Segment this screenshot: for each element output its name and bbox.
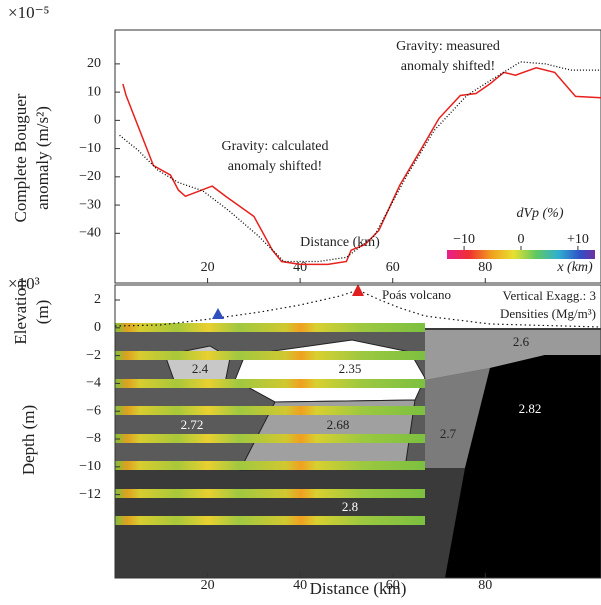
y-tick-label: −30 <box>79 197 101 212</box>
density-label: 2.4 <box>192 361 209 376</box>
x-label: Distance (km) <box>310 579 407 598</box>
bottom-multiplier: ×10³ <box>8 274 40 293</box>
density-label: 2.8 <box>342 499 358 514</box>
tomo-band <box>115 434 425 443</box>
y-tick-label: −10 <box>79 459 101 474</box>
y-tick-label: 20 <box>87 56 101 71</box>
x-tick-label: 40 <box>293 578 307 593</box>
colorbar-tick-label: 0 <box>518 232 525 247</box>
tomo-band <box>115 379 425 388</box>
colorbar <box>447 250 595 259</box>
y-label: (m) <box>33 300 52 325</box>
tomo-band <box>115 406 425 415</box>
x-tick-label: 60 <box>386 578 400 593</box>
tomo-band <box>115 489 425 498</box>
tomo-band <box>115 516 425 525</box>
density-label: 2.72 <box>181 417 204 432</box>
section-model <box>114 284 601 578</box>
colorbar-axis-label: x (km) <box>556 260 593 275</box>
x-label: Distance (km) <box>300 235 380 250</box>
y-label: Complete Bouguer <box>11 93 30 222</box>
volcano-marker <box>352 284 364 296</box>
annotation: Gravity: measured <box>396 39 500 54</box>
topography <box>114 289 601 328</box>
density-label: 2.68 <box>327 417 350 432</box>
tomo-band <box>115 323 425 332</box>
y-label: anomaly (m/s²) <box>33 106 52 210</box>
colorbar-tick-label: −10 <box>453 232 475 247</box>
y-tick-label: −20 <box>79 169 101 184</box>
y-tick-label: −40 <box>79 226 101 241</box>
x-tick-label: 20 <box>201 260 215 275</box>
body-2-6 <box>425 330 601 380</box>
bottom-frame <box>114 284 601 579</box>
annotation: anomaly shifted! <box>401 59 495 74</box>
x-tick-label: 40 <box>293 260 307 275</box>
y-tick-label: −12 <box>79 487 101 502</box>
annotation: Poás volcano <box>382 287 451 302</box>
tomo-band <box>115 351 425 360</box>
y-tick-label: 2 <box>94 292 101 307</box>
top-frame <box>114 29 601 284</box>
annotation: Vertical Exagg.: 3 <box>503 288 597 303</box>
y-label: Depth (m) <box>19 405 38 475</box>
tomography <box>115 323 425 525</box>
gravity-line <box>122 67 601 266</box>
gravity-line <box>119 61 601 263</box>
y-tick-label: 0 <box>94 320 101 335</box>
y-label: Elevation <box>11 279 30 345</box>
x-tick-label: 20 <box>201 578 215 593</box>
top-multiplier: ×10⁻⁵ <box>8 3 50 22</box>
annotation: Densities (Mg/m³) <box>500 306 596 321</box>
x-tick-label: 80 <box>478 578 492 593</box>
station-marker <box>212 308 224 319</box>
y-tick-label: −8 <box>86 431 101 446</box>
x-tick-label: 80 <box>478 260 492 275</box>
body-2-82 <box>445 355 601 578</box>
colorbar-tick-label: +10 <box>567 232 589 247</box>
y-tick-label: 10 <box>87 84 101 99</box>
y-tick-label: 0 <box>94 113 101 128</box>
y-tick-label: −4 <box>86 376 101 391</box>
colorbar-label: dVp (%) <box>516 206 563 221</box>
body-2-7 <box>425 368 490 468</box>
density-label: 2.35 <box>339 361 362 376</box>
y-tick-label: −10 <box>79 141 101 156</box>
tomo-band <box>115 461 425 470</box>
x-tick-label: 60 <box>386 260 400 275</box>
density-label: 2.82 <box>519 401 542 416</box>
y-tick-label: −6 <box>86 403 101 418</box>
y-tick-label: −2 <box>86 348 101 363</box>
annotation: Gravity: calculated <box>222 139 329 154</box>
annotation: anomaly shifted! <box>228 159 322 174</box>
density-label: 2.6 <box>513 334 530 349</box>
density-label: 2.7 <box>440 426 457 441</box>
